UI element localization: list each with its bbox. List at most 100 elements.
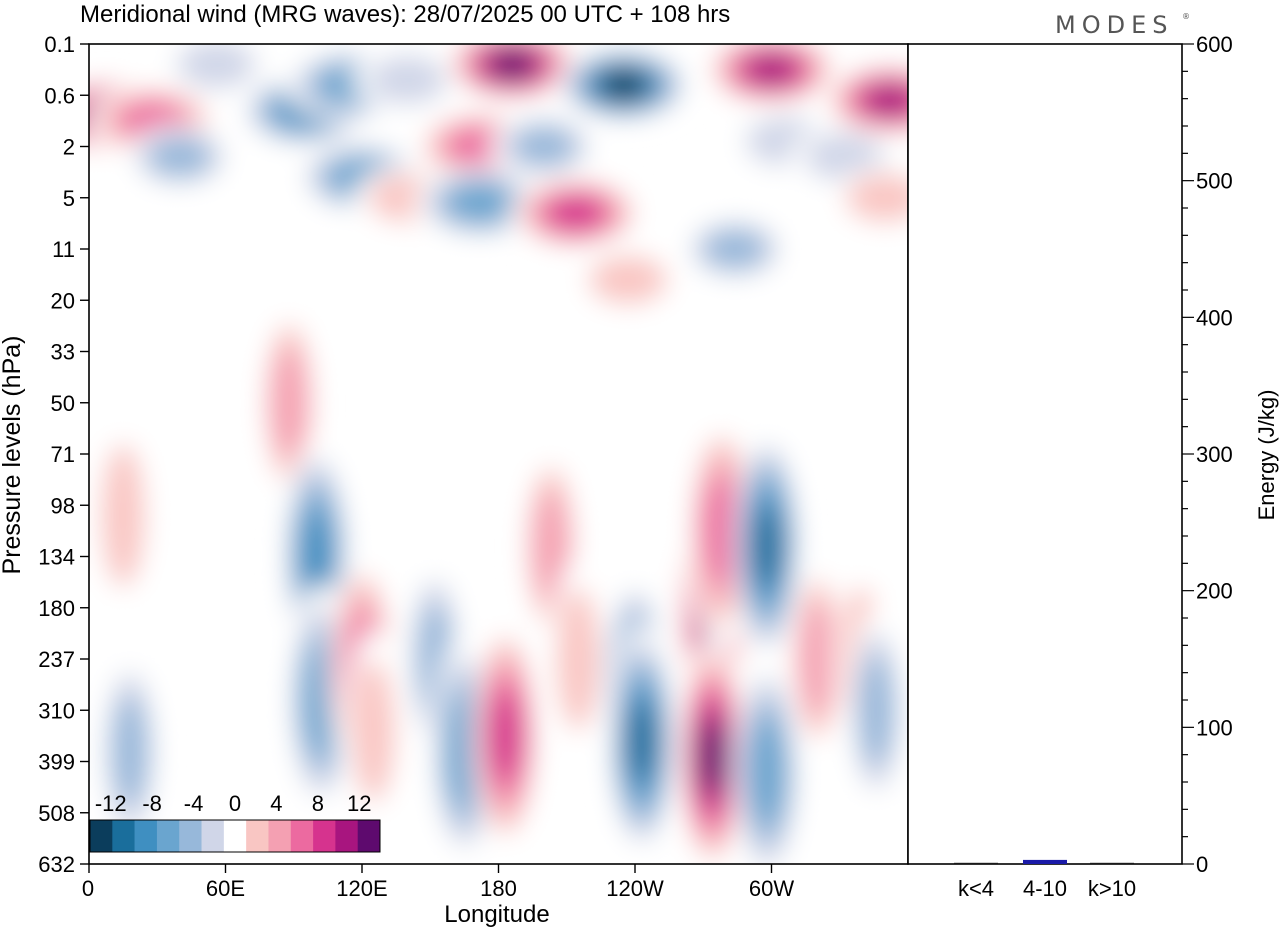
contour-level <box>152 327 208 530</box>
contour-level <box>749 719 785 824</box>
contour-cell <box>353 47 462 112</box>
energy-category-label: 4-10 <box>1023 876 1067 901</box>
contour-cell <box>550 558 607 760</box>
pressure-tick-label: 632 <box>38 852 75 877</box>
colorbar-swatch <box>357 820 381 852</box>
contour-cell <box>345 629 402 832</box>
colorbar-label: 8 <box>312 791 324 816</box>
contour-cell <box>162 44 271 97</box>
longitude-axis: 0 60E 120E 180 120W 60W <box>82 864 794 901</box>
contour-level <box>112 695 148 808</box>
colorbar: -12 -8 -4 0 4 8 12 <box>89 791 381 853</box>
energy-category-label: k<4 <box>958 876 994 901</box>
contour-level <box>489 691 522 781</box>
contour-cell <box>733 656 801 864</box>
colorbar-swatch <box>290 820 314 852</box>
energy-tick-label: 600 <box>1196 32 1233 57</box>
pressure-tick-label: 71 <box>51 442 75 467</box>
contour-level <box>747 54 796 85</box>
contour-level <box>533 490 569 603</box>
contour-cell <box>733 431 801 662</box>
colorbar-label: 12 <box>347 791 371 816</box>
colorbar-swatch <box>268 820 292 852</box>
contour-cell <box>574 247 683 312</box>
colorbar-swatch <box>335 820 358 852</box>
colorbar-label: 4 <box>270 791 282 816</box>
contour-level <box>171 222 280 287</box>
colorbar-label: 0 <box>229 791 241 816</box>
energy-axis: 0 100 200 300 400 500 600 <box>1182 32 1233 877</box>
contour-cell <box>126 124 234 189</box>
pressure-tick-label: 5 <box>63 186 75 211</box>
longitude-tick-label: 180 <box>480 876 517 901</box>
energy-tick-label: 0 <box>1196 852 1208 877</box>
contour-level <box>300 511 333 602</box>
colorbar-swatch <box>179 820 202 852</box>
colorbar-swatch <box>223 820 247 852</box>
energy-panel <box>907 43 1183 865</box>
contour-cell <box>171 222 280 287</box>
contour-cell <box>608 625 676 857</box>
pressure-tick-label: 2 <box>63 135 75 160</box>
contour-level <box>448 184 512 222</box>
contour-level <box>557 587 600 731</box>
pressure-tick-label: 399 <box>38 750 75 775</box>
contour-level <box>102 444 145 587</box>
contour-level <box>627 701 657 781</box>
pressure-tick-label: 50 <box>51 391 75 416</box>
colorbar-label: -8 <box>142 791 162 816</box>
pressure-axis: 0.1 0.6 2 5 11 20 33 50 71 98 134 180 237 310 399 508 63… <box>38 32 89 877</box>
colorbar-swatch <box>134 820 158 852</box>
colorbar-swatch <box>201 820 225 852</box>
contour-cell <box>446 44 579 101</box>
contour-level <box>799 603 835 715</box>
contour-field <box>89 44 908 864</box>
pressure-tick-label: 20 <box>51 288 75 313</box>
energy-tick-label: 100 <box>1196 715 1233 740</box>
energy-bar <box>954 862 998 864</box>
pressure-tick-label: 180 <box>38 596 75 621</box>
brand-mark: ® <box>1182 12 1196 21</box>
colorbar-swatch <box>112 820 135 852</box>
contour-level <box>148 137 212 177</box>
brand-name: MODES <box>1055 11 1173 39</box>
energy-tick-label: 400 <box>1196 305 1233 330</box>
energy-bar <box>1090 862 1134 864</box>
y-axis-label: Pressure levels (hPa) <box>0 336 26 575</box>
contour-cell <box>95 414 152 617</box>
contour-level <box>271 346 307 459</box>
contour-cell <box>101 650 158 853</box>
contour-cell <box>848 609 905 812</box>
pressure-tick-label: 134 <box>38 545 75 570</box>
contour-level <box>548 196 604 230</box>
contour-level <box>177 44 256 89</box>
modes-logo: MODES ® <box>1055 11 1196 39</box>
energy-tick-label: 300 <box>1196 442 1233 467</box>
pressure-tick-label: 0.1 <box>44 32 75 57</box>
contour-cell <box>152 327 208 530</box>
energy-tick-label: 200 <box>1196 579 1233 604</box>
contour-cell <box>509 177 642 250</box>
contour-cell <box>557 49 690 121</box>
pressure-tick-label: 0.6 <box>44 83 75 108</box>
pressure-tick-label: 98 <box>51 493 75 518</box>
contour-level <box>703 478 740 584</box>
contour-level <box>512 126 576 167</box>
contour-level <box>858 654 894 767</box>
colorbar-label: -12 <box>95 791 127 816</box>
contour-level <box>703 229 767 269</box>
energy-tick-label: 500 <box>1196 169 1233 194</box>
contour-cell <box>789 558 845 760</box>
contour-level <box>352 659 395 803</box>
longitude-tick-label: 120E <box>336 876 387 901</box>
longitude-tick-label: 60W <box>749 876 794 901</box>
chart-title: Meridional wind (MRG waves): 28/07/2025 … <box>80 1 730 28</box>
contour-cell <box>823 64 908 137</box>
contour-level <box>752 506 782 586</box>
contour-level <box>865 85 908 116</box>
contour-level <box>490 50 535 79</box>
longitude-tick-label: 0 <box>82 876 94 901</box>
contour-cell <box>705 44 838 106</box>
pressure-tick-label: 33 <box>51 340 75 365</box>
